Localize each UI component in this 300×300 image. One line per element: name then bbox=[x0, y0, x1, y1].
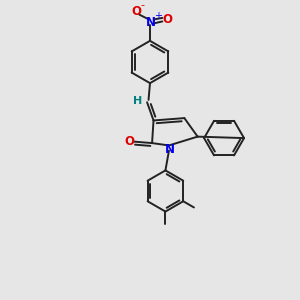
Text: O: O bbox=[163, 13, 172, 26]
Text: N: N bbox=[146, 16, 156, 29]
Text: N: N bbox=[164, 143, 175, 156]
Text: +: + bbox=[154, 11, 162, 21]
Text: O: O bbox=[132, 5, 142, 18]
Text: -: - bbox=[140, 0, 144, 10]
Text: O: O bbox=[125, 134, 135, 148]
Text: H: H bbox=[133, 96, 142, 106]
